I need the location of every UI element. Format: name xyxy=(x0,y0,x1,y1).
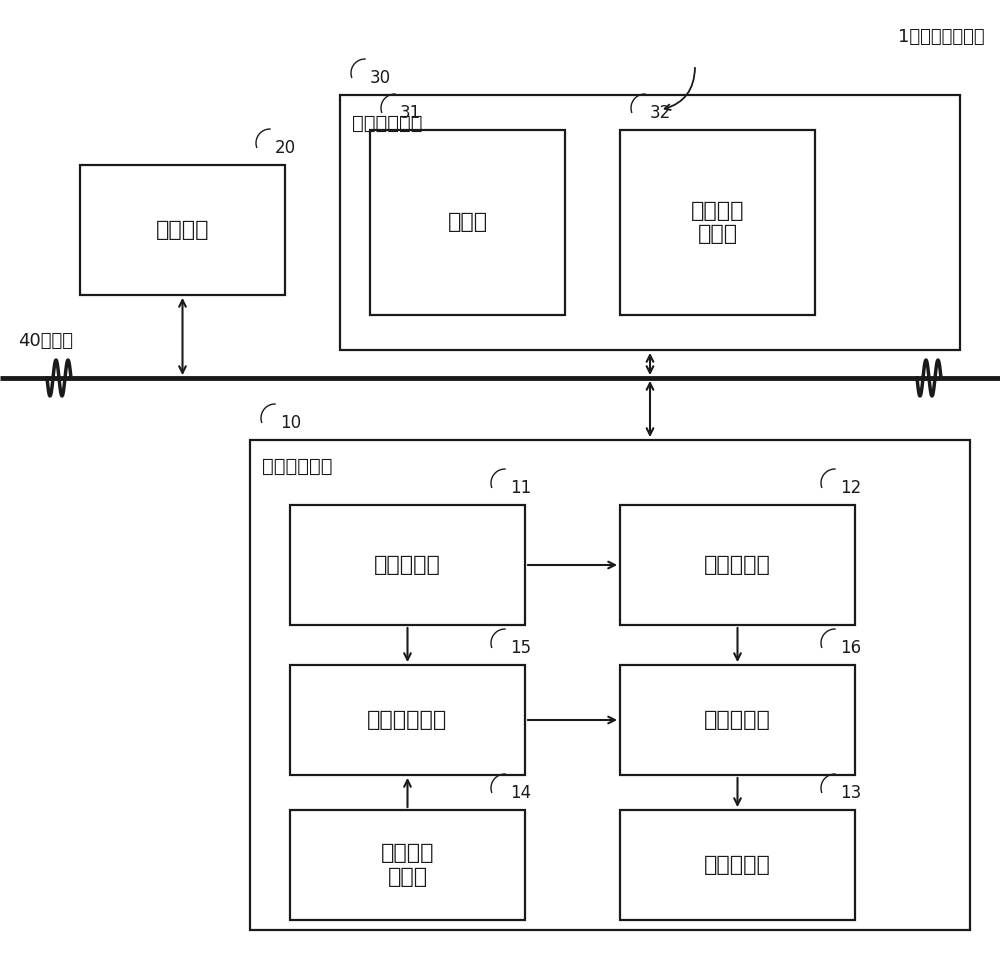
Text: 图像处理装置: 图像处理装置 xyxy=(262,456,332,476)
Text: 31: 31 xyxy=(400,104,421,122)
Text: 假设算出部: 假设算出部 xyxy=(704,555,771,575)
Text: 40：总线: 40：总线 xyxy=(18,332,73,350)
Text: 暂定値设定部: 暂定値设定部 xyxy=(367,710,448,730)
Bar xyxy=(620,130,815,315)
Text: 30: 30 xyxy=(370,69,391,87)
Text: 1：位置检测系统: 1：位置检测系统 xyxy=(898,28,985,46)
Bar xyxy=(620,665,855,775)
Bar xyxy=(340,95,960,350)
Text: 32: 32 xyxy=(650,104,671,122)
Text: 假设验证部: 假设验证部 xyxy=(704,855,771,875)
Text: 16: 16 xyxy=(840,639,861,657)
Text: 12: 12 xyxy=(840,479,861,497)
Text: 显示部: 显示部 xyxy=(447,213,488,232)
Text: 拍摄装置: 拍摄装置 xyxy=(156,220,209,240)
Text: 10: 10 xyxy=(280,414,301,432)
Bar xyxy=(290,810,525,920)
Bar xyxy=(620,505,855,625)
Text: 14: 14 xyxy=(510,784,531,802)
Bar xyxy=(370,130,565,315)
Bar xyxy=(620,810,855,920)
Text: 图像取得部: 图像取得部 xyxy=(374,555,441,575)
Text: 20: 20 xyxy=(275,139,296,157)
Text: 11: 11 xyxy=(510,479,531,497)
Text: 假设提取部: 假设提取部 xyxy=(704,710,771,730)
Text: 用户操作
取得部: 用户操作 取得部 xyxy=(381,843,434,887)
Bar xyxy=(290,505,525,625)
Text: 13: 13 xyxy=(840,784,861,802)
Text: 15: 15 xyxy=(510,639,531,657)
Text: 输入输出装置: 输入输出装置 xyxy=(352,113,422,132)
Bar xyxy=(250,440,970,930)
Bar xyxy=(290,665,525,775)
Bar xyxy=(80,165,285,295)
Text: 用户操作
接收部: 用户操作 接收部 xyxy=(691,200,744,245)
